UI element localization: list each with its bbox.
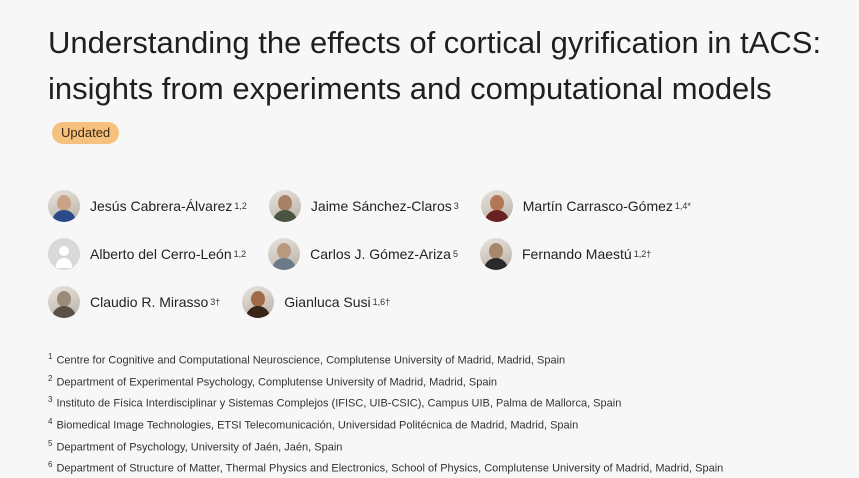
affiliation-item: 3 Instituto de Física Interdisciplinar y … — [48, 391, 848, 413]
author-name[interactable]: Carlos J. Gómez-Ariza — [310, 246, 451, 262]
author-item[interactable]: Alberto del Cerro-León 1,2 — [48, 238, 246, 270]
affiliation-list: 1 Centre for Cognitive and Computational … — [48, 348, 848, 478]
article-title: Understanding the effects of cortical gy… — [48, 20, 838, 158]
author-affiliation-marks: 3† — [210, 297, 221, 307]
author-name[interactable]: Claudio R. Mirasso — [90, 294, 209, 310]
affiliation-number: 5 — [48, 438, 53, 448]
author-name[interactable]: Alberto del Cerro-León — [90, 246, 232, 262]
author-affiliation-marks: 1,4* — [674, 201, 691, 211]
affiliation-text: Department of Psychology, University of … — [56, 441, 343, 454]
affiliation-item: 4 Biomedical Image Technologies, ETSI Tel… — [48, 413, 848, 435]
author-name[interactable]: Gianluca Susi — [284, 294, 371, 310]
author-item[interactable]: Fernando Maestú 1,2† — [479, 238, 652, 270]
avatar[interactable] — [242, 286, 275, 318]
avatar-placeholder-icon[interactable] — [48, 238, 80, 270]
author-item[interactable]: Jesús Cabrera-Álvarez 1,2 — [48, 190, 247, 222]
affiliation-number: 4 — [48, 416, 53, 426]
avatar[interactable] — [268, 238, 301, 270]
author-name[interactable]: Jesús Cabrera-Álvarez — [90, 198, 233, 214]
affiliation-item: 5 Department of Psychology, University of… — [48, 435, 848, 457]
author-name[interactable]: Fernando Maestú — [521, 246, 632, 262]
affiliation-number: 6 — [48, 460, 53, 470]
affiliation-item: 6 Department of Structure of Matter, Ther… — [48, 456, 848, 478]
author-affiliation-marks: 1,2 — [233, 249, 247, 259]
affiliation-number: 3 — [48, 395, 53, 405]
avatar[interactable] — [268, 190, 301, 222]
author-affiliation-marks: 3 — [453, 201, 459, 211]
author-affiliation-marks: 1,6† — [372, 297, 391, 307]
affiliation-text: Instituto de Física Interdisciplinar y S… — [56, 397, 622, 410]
author-item[interactable]: Gianluca Susi 1,6† — [242, 286, 390, 318]
avatar[interactable] — [480, 190, 513, 222]
author-affiliation-marks: 1,2† — [633, 249, 652, 259]
article-title-text: Understanding the effects of cortical gy… — [48, 25, 822, 106]
affiliation-number: 2 — [48, 373, 53, 383]
affiliation-item: 1 Centre for Cognitive and Computational … — [48, 348, 848, 370]
author-row: Claudio R. Mirasso 3† Gianluca Susi 1,6† — [48, 286, 848, 318]
avatar[interactable] — [48, 190, 80, 222]
author-affiliation-marks: 1,2 — [234, 201, 247, 211]
author-item[interactable]: Carlos J. Gómez-Ariza 5 — [268, 238, 458, 270]
avatar[interactable] — [479, 238, 512, 270]
author-name[interactable]: Jaime Sánchez-Claros — [310, 198, 452, 214]
affiliation-text: Centre for Cognitive and Computational N… — [56, 354, 566, 367]
affiliation-text: Department of Structure of Matter, Therm… — [56, 462, 724, 475]
author-item[interactable]: Claudio R. Mirasso 3† — [48, 286, 220, 318]
author-row: Alberto del Cerro-León 1,2 Carlos J. Góme… — [48, 238, 848, 270]
affiliation-text: Biomedical Image Technologies, ETSI Tele… — [56, 419, 579, 432]
affiliation-item: 2 Department of Experimental Psychology, … — [48, 370, 848, 392]
author-name[interactable]: Martín Carrasco-Gómez — [522, 198, 673, 214]
avatar[interactable] — [48, 286, 80, 318]
affiliation-number: 1 — [48, 352, 53, 361]
author-row: Jesús Cabrera-Álvarez 1,2 Jaime Sánchez-C… — [48, 190, 848, 222]
affiliation-text: Department of Experimental Psychology, C… — [56, 376, 498, 389]
author-item[interactable]: Martín Carrasco-Gómez 1,4* — [480, 190, 691, 222]
author-item[interactable]: Jaime Sánchez-Claros 3 — [268, 190, 459, 222]
author-affiliation-marks: 5 — [452, 249, 458, 259]
updated-badge: Updated — [52, 121, 120, 144]
author-list: Jesús Cabrera-Álvarez 1,2 Jaime Sánchez-C… — [48, 190, 848, 334]
